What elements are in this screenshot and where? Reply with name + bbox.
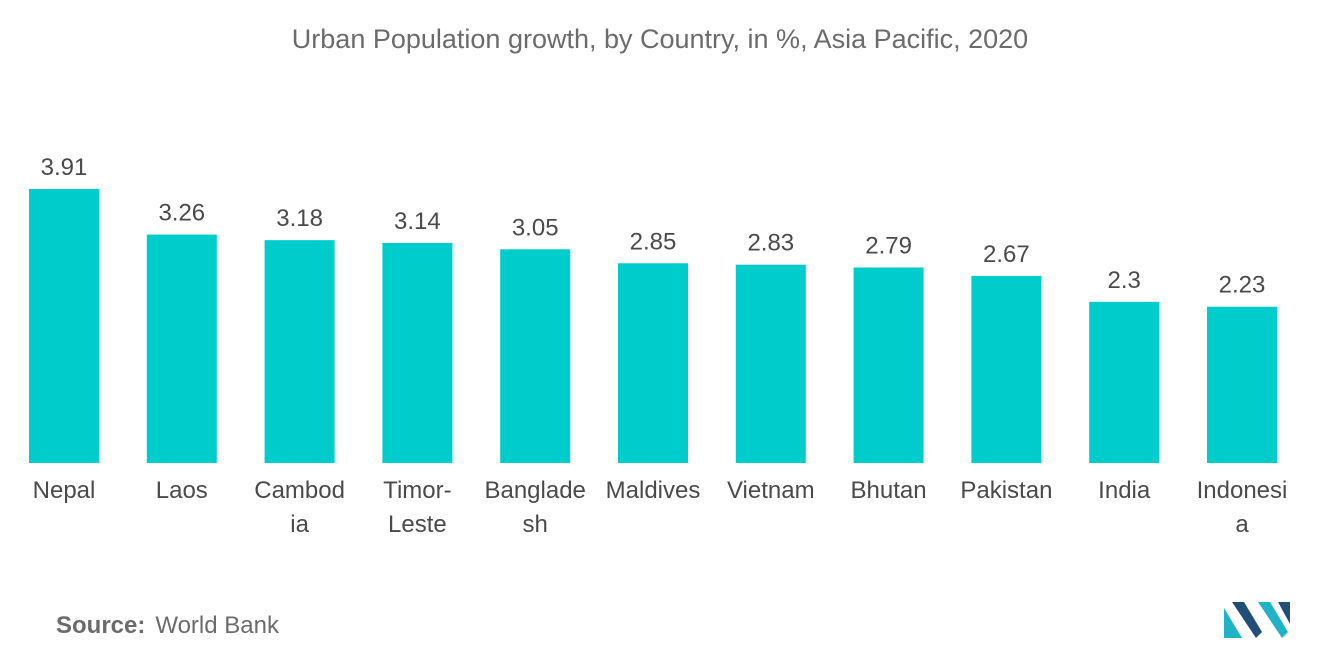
bar-9 bbox=[1089, 301, 1160, 463]
value-label-9: 2.3 bbox=[1108, 267, 1141, 294]
value-label-4: 3.05 bbox=[512, 214, 559, 241]
category-label-2-line-1: ia bbox=[290, 511, 309, 538]
category-label-9: India bbox=[1098, 477, 1151, 504]
value-label-6: 2.83 bbox=[747, 230, 794, 257]
category-label-10-line-0: Indonesi bbox=[1197, 477, 1288, 504]
category-label-7: Bhutan bbox=[851, 477, 927, 504]
bar-4 bbox=[500, 249, 571, 463]
category-label-3-line-0: Timor- bbox=[383, 477, 451, 504]
category-label-2-line-0: Cambod bbox=[254, 477, 345, 504]
bar-3 bbox=[382, 242, 453, 463]
category-label-4-line-0: Banglade bbox=[484, 477, 585, 504]
bar-10 bbox=[1207, 306, 1277, 463]
category-label-4-line-1: sh bbox=[523, 511, 548, 538]
source-note: Source: World Bank bbox=[56, 612, 279, 640]
value-label-7: 2.79 bbox=[865, 232, 912, 259]
value-label-0: 3.91 bbox=[41, 154, 88, 181]
value-label-3: 3.14 bbox=[394, 208, 441, 235]
mordor-intelligence-logo-icon bbox=[1224, 602, 1290, 638]
bar-5 bbox=[618, 263, 688, 463]
bar-chart: 3.91 Nepal 3.26 Laos 3.18 Cambod ia 3.14 Timor- L… bbox=[29, 154, 1288, 538]
bar-8 bbox=[971, 275, 1042, 463]
bar-2 bbox=[264, 240, 335, 463]
category-label-1: Laos bbox=[156, 477, 208, 504]
category-label-0: Nepal bbox=[33, 477, 96, 504]
category-label-5: Maldives bbox=[606, 477, 701, 504]
source-label: Source: bbox=[56, 612, 146, 639]
chart-title: Urban Population growth, by Country, in … bbox=[291, 24, 1029, 54]
value-label-5: 2.85 bbox=[630, 228, 677, 255]
category-label-3-line-1: Leste bbox=[388, 511, 447, 538]
category-label-8: Pakistan bbox=[960, 477, 1052, 504]
value-label-8: 2.67 bbox=[983, 241, 1030, 268]
value-label-10: 2.23 bbox=[1219, 272, 1266, 299]
source-text: World Bank bbox=[155, 612, 279, 639]
bar-7 bbox=[853, 267, 924, 463]
value-label-1: 3.26 bbox=[158, 200, 205, 227]
bar-0 bbox=[29, 189, 99, 463]
bar-6 bbox=[735, 264, 806, 463]
category-label-6: Vietnam bbox=[727, 477, 815, 504]
value-label-2: 3.18 bbox=[276, 205, 323, 232]
category-label-10-line-1: a bbox=[1235, 511, 1249, 538]
bar-1 bbox=[146, 234, 217, 463]
